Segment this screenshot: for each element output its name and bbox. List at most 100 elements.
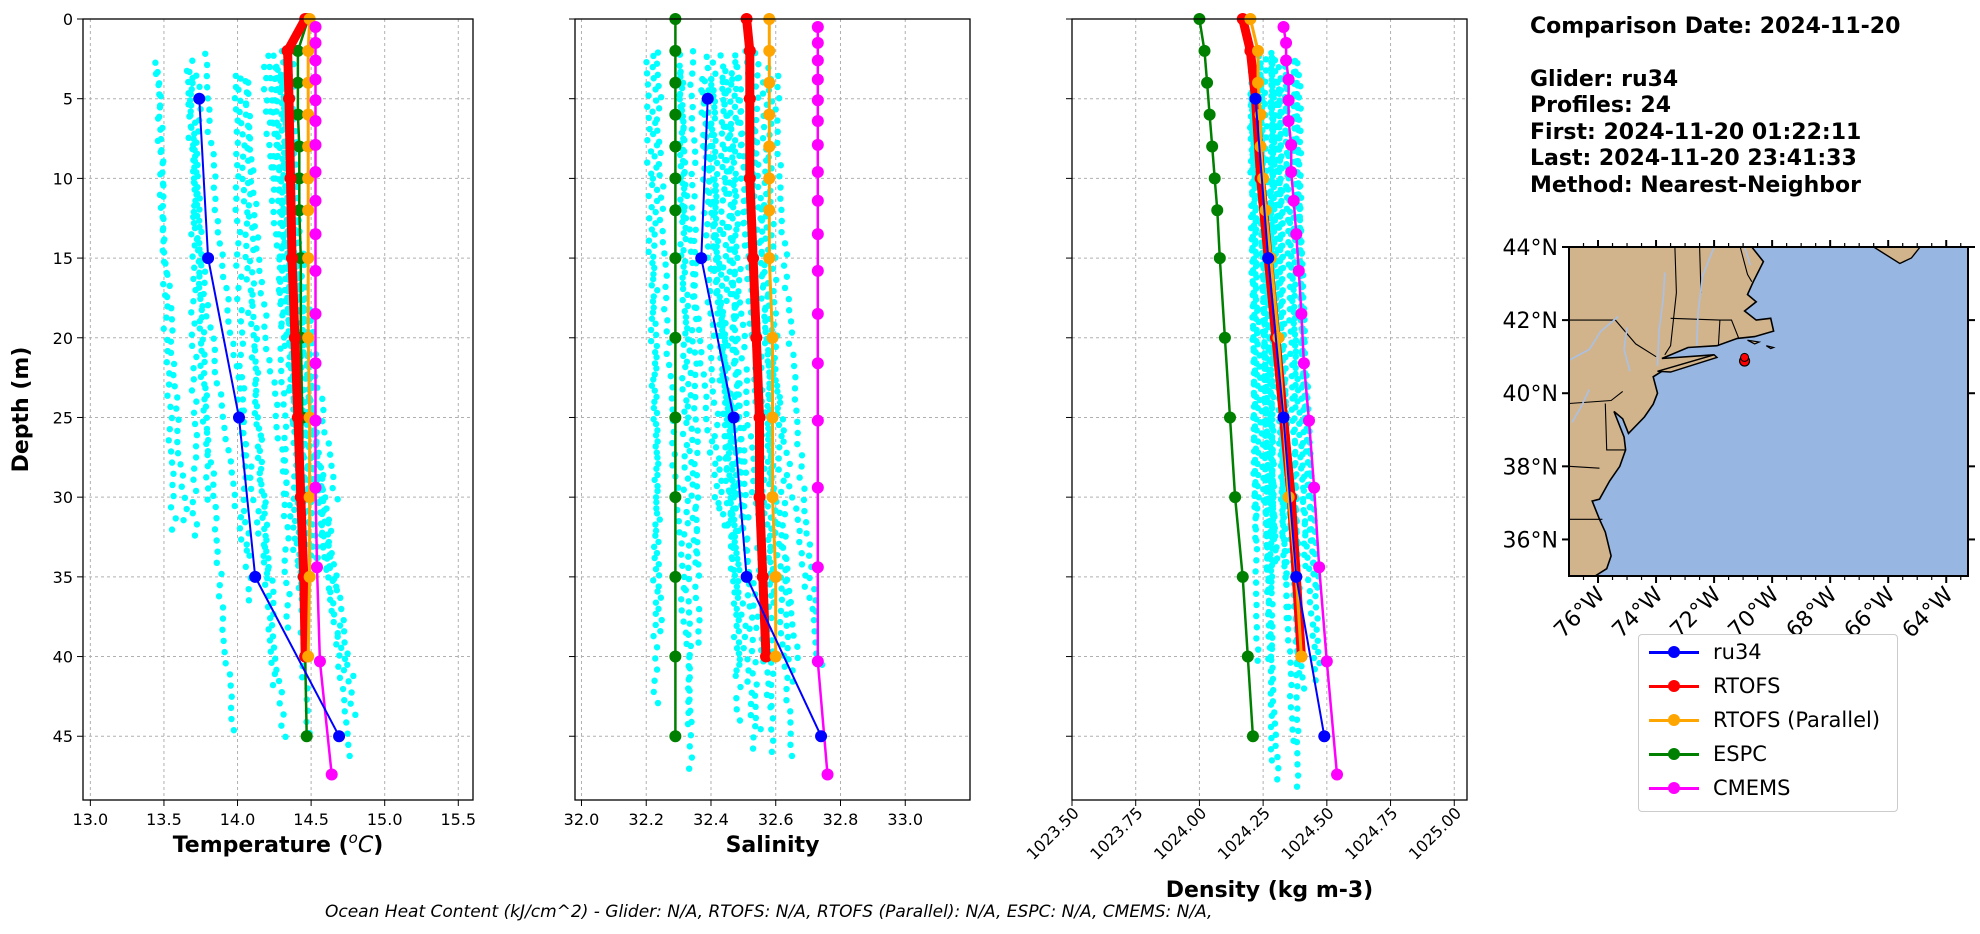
glider-profile-point: [773, 382, 781, 390]
glider-profile-point: [344, 650, 351, 657]
glider-profile-point: [272, 412, 279, 420]
glider-profile-point: [652, 521, 659, 528]
glider-profile-point: [1291, 437, 1299, 445]
glider-profile-point: [276, 144, 284, 152]
glider-profile-point: [230, 340, 237, 348]
glider-profile-point: [278, 211, 286, 218]
glider-profile-point: [682, 235, 689, 243]
glider-profile-point: [688, 718, 695, 726]
glider-profile-point: [741, 332, 748, 340]
glider-profile-point: [250, 331, 257, 339]
glider-profile-point: [260, 63, 268, 71]
glider-profile-point: [645, 114, 652, 122]
glider-profile-point: [791, 396, 799, 403]
glider-profile-point: [780, 262, 788, 269]
glider-profile-point: [772, 343, 780, 351]
glider-profile-point: [677, 596, 685, 603]
glider-profile-point: [325, 440, 332, 447]
glider-profile-point: [721, 421, 729, 429]
glider-profile-point: [659, 205, 667, 212]
glider-profile-point: [1254, 482, 1261, 490]
glider-profile-point: [1267, 159, 1274, 167]
glider-profile-point: [168, 526, 176, 533]
glider-profile-point: [167, 338, 175, 345]
glider-profile-point: [237, 513, 245, 521]
glider-profile-point: [680, 118, 687, 125]
glider-profile-point: [652, 420, 660, 428]
glider-profile-point: [785, 307, 793, 314]
series-point-rtofs-parallel: [1252, 44, 1265, 57]
glider-profile-point: [1268, 612, 1276, 619]
glider-profile-point: [720, 108, 727, 115]
glider-profile-point: [1267, 165, 1275, 173]
series-point-cmems: [1287, 194, 1300, 207]
glider-profile-point: [249, 269, 256, 276]
glider-profile-point: [725, 449, 733, 457]
glider-profile-point: [274, 66, 281, 73]
glider-profile-point: [160, 182, 167, 189]
glider-profile-point: [183, 505, 190, 513]
glider-profile-point: [221, 424, 228, 432]
glider-profile-point: [645, 192, 652, 200]
glider-profile-point: [179, 472, 187, 479]
glider-profile-point: [712, 70, 719, 77]
glider-profile-point: [1286, 208, 1294, 215]
glider-profile-point: [787, 708, 794, 715]
glider-profile-point: [273, 97, 281, 105]
series-point-cmems: [811, 481, 824, 494]
glider-profile-point: [1253, 537, 1260, 544]
series-point-rtofs-parallel: [769, 570, 782, 583]
glider-profile-point: [648, 170, 655, 177]
glider-profile-point: [729, 279, 737, 287]
glider-profile-point: [1247, 169, 1254, 176]
glider-profile-point: [664, 317, 671, 324]
glider-profile-point: [774, 117, 781, 124]
glider-profile-point: [654, 454, 661, 461]
glider-profile-point: [242, 253, 249, 261]
glider-profile-point: [1277, 108, 1284, 115]
glider-profile-point: [650, 52, 657, 60]
series-point-espc: [293, 140, 306, 153]
glider-profile-point: [210, 481, 217, 488]
glider-profile-point: [709, 142, 716, 150]
glider-profile-point: [730, 483, 737, 490]
glider-profile-point: [1275, 86, 1283, 93]
glider-profile-point: [247, 474, 254, 481]
glider-profile-point: [235, 86, 242, 93]
glider-profile-point: [688, 204, 696, 211]
y-tick-label: 15: [53, 249, 73, 268]
glider-profile-point: [164, 392, 171, 399]
glider-profile-point: [174, 394, 181, 401]
glider-profile-point: [723, 499, 731, 507]
series-point-espc: [669, 252, 682, 265]
glider-profile-point: [248, 156, 255, 163]
glider-profile-point: [1294, 750, 1301, 757]
glider-profile-point: [1263, 123, 1271, 130]
glider-profile-point: [1253, 557, 1260, 564]
glider-profile-point: [1268, 422, 1276, 429]
glider-profile-point: [281, 568, 288, 576]
glider-profile-point: [716, 466, 723, 473]
glider-profile-point: [1260, 309, 1268, 317]
glider-profile-point: [1253, 360, 1260, 367]
glider-profile-point: [238, 273, 245, 280]
glider-profile-point: [319, 542, 327, 550]
glider-profile-point: [650, 577, 657, 584]
glider-profile-point: [656, 516, 663, 523]
glider-profile-point: [1298, 442, 1305, 450]
glider-profile-point: [219, 273, 227, 281]
glider-profile-point: [733, 706, 740, 713]
glider-profile-point: [682, 224, 689, 232]
glider-profile-point: [250, 313, 257, 321]
glider-profile-point: [779, 416, 787, 423]
map-river: [1568, 315, 1619, 362]
glider-profile-point: [177, 461, 184, 468]
glider-profile-point: [665, 361, 673, 369]
glider-profile-point: [729, 143, 737, 150]
glider-profile-point: [346, 752, 353, 760]
glider-profile-point: [1286, 648, 1294, 655]
glider-profile-point: [237, 75, 244, 82]
glider-profile-point: [334, 496, 341, 503]
glider-profile-point: [710, 131, 718, 139]
glider-profile-point: [236, 108, 243, 116]
